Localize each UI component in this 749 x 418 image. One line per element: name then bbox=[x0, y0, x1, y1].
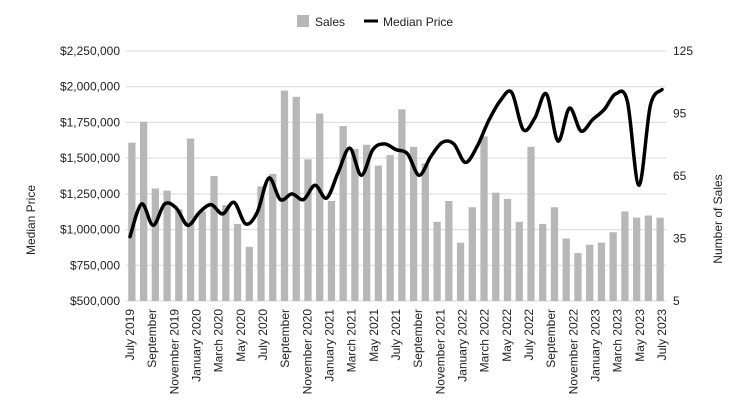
x-tick-label: September bbox=[411, 309, 425, 368]
right-axis-ticks: 5 35 65 95 125 bbox=[673, 44, 693, 308]
sales-bar bbox=[163, 190, 171, 301]
left-axis-title: Median Price bbox=[24, 185, 38, 255]
right-tick-label: 125 bbox=[673, 44, 693, 58]
sales-bar bbox=[222, 205, 230, 301]
right-tick-label: 65 bbox=[673, 169, 687, 183]
x-tick-label: July 2022 bbox=[522, 309, 536, 361]
sales-bar bbox=[550, 207, 559, 301]
sales-bar bbox=[597, 242, 606, 301]
sales-bar bbox=[198, 211, 206, 301]
x-tick-label: January 2022 bbox=[456, 309, 470, 382]
sales-bar bbox=[269, 173, 277, 301]
left-tick-label: $1,500,000 bbox=[60, 151, 120, 165]
right-tick-label: 95 bbox=[673, 107, 687, 121]
sales-bar bbox=[327, 201, 336, 301]
sales-bar bbox=[574, 253, 582, 301]
sales-bar bbox=[257, 186, 265, 301]
left-tick-label: $500,000 bbox=[70, 294, 120, 308]
x-tick-label: May 2022 bbox=[500, 309, 514, 362]
sales-bar bbox=[128, 142, 136, 301]
sales-bar bbox=[586, 244, 594, 301]
x-tick-label: March 2023 bbox=[611, 309, 625, 373]
x-tick-label: May 2023 bbox=[633, 309, 647, 362]
sales-bar bbox=[316, 113, 324, 301]
sales-bar bbox=[468, 207, 476, 301]
sales-bar bbox=[292, 96, 300, 301]
x-tick-label: May 2020 bbox=[234, 309, 248, 362]
sales-bar bbox=[245, 246, 253, 301]
right-tick-label: 35 bbox=[673, 232, 687, 246]
sales-bars bbox=[128, 90, 664, 301]
sales-bar bbox=[398, 109, 406, 301]
sales-bar bbox=[186, 138, 195, 301]
sales-bar bbox=[386, 155, 394, 301]
sales-bar bbox=[656, 217, 664, 301]
left-tick-label: $750,000 bbox=[70, 258, 120, 272]
x-tick-label: July 2021 bbox=[389, 309, 403, 361]
sales-bar bbox=[433, 221, 441, 301]
x-tick-label: September bbox=[544, 309, 558, 368]
sales-bar bbox=[351, 148, 359, 301]
sales-bar bbox=[210, 176, 218, 301]
x-tick-label: November 2022 bbox=[566, 309, 580, 395]
x-tick-label: September bbox=[145, 309, 159, 368]
x-tick-label: January 2020 bbox=[190, 309, 204, 382]
sales-bar bbox=[339, 126, 347, 301]
x-tick-label: July 2023 bbox=[655, 309, 669, 361]
sales-bar bbox=[492, 192, 500, 301]
sales-bar bbox=[503, 198, 512, 301]
sales-bar bbox=[374, 165, 383, 301]
x-tick-label: March 2020 bbox=[212, 309, 226, 373]
sales-bar bbox=[633, 217, 641, 301]
sales-bar bbox=[539, 223, 547, 301]
sales-bar bbox=[175, 209, 183, 301]
sales-bar bbox=[409, 146, 418, 301]
legend-swatch-sales bbox=[297, 15, 309, 27]
x-tick-label: March 2022 bbox=[478, 309, 492, 373]
left-axis-ticks: $500,000 $750,000 $1,000,000 $1,250,000 $1,5… bbox=[60, 44, 120, 308]
x-tick-label: November 2020 bbox=[300, 309, 314, 395]
x-tick-label: May 2021 bbox=[367, 309, 381, 362]
sales-bar bbox=[480, 136, 488, 301]
legend-label-median-price: Median Price bbox=[383, 15, 453, 29]
sales-bar bbox=[609, 232, 617, 301]
right-axis-title: Number of Sales bbox=[711, 174, 725, 263]
sales-bar bbox=[562, 238, 570, 301]
sales-bar bbox=[151, 188, 159, 301]
x-tick-label: November 2021 bbox=[433, 309, 447, 395]
sales-bar bbox=[363, 144, 371, 301]
left-tick-label: $2,000,000 bbox=[60, 80, 120, 94]
x-tick-label: November 2019 bbox=[167, 309, 181, 395]
left-tick-label: $1,750,000 bbox=[60, 115, 120, 129]
sales-bar bbox=[280, 90, 289, 301]
legend-label-sales: Sales bbox=[315, 15, 345, 29]
x-tick-label: July 2019 bbox=[123, 309, 137, 361]
x-tick-label: March 2021 bbox=[345, 309, 359, 373]
sales-bar bbox=[445, 201, 453, 301]
x-axis-ticks: July 2019 September November 2019 January 2… bbox=[123, 309, 669, 395]
sales-bar bbox=[515, 221, 523, 301]
x-tick-label: January 2021 bbox=[323, 309, 337, 382]
right-tick-label: 5 bbox=[673, 294, 680, 308]
sales-bar bbox=[233, 223, 242, 301]
sales-bar bbox=[139, 121, 148, 301]
left-tick-label: $2,250,000 bbox=[60, 44, 120, 58]
sales-bar bbox=[456, 242, 465, 301]
x-tick-label: January 2023 bbox=[589, 309, 603, 382]
x-tick-label: September bbox=[278, 309, 292, 368]
legend: Sales Median Price bbox=[297, 15, 453, 29]
sales-bar bbox=[621, 211, 629, 301]
sales-bar bbox=[304, 159, 312, 301]
x-tick-label: July 2020 bbox=[256, 309, 270, 361]
sales-bar bbox=[527, 146, 535, 301]
median-price-line bbox=[128, 87, 664, 239]
sales-bar bbox=[644, 215, 653, 301]
gridlines bbox=[126, 50, 666, 302]
sales-bar bbox=[421, 163, 429, 301]
left-tick-label: $1,000,000 bbox=[60, 223, 120, 237]
left-tick-label: $1,250,000 bbox=[60, 187, 120, 201]
